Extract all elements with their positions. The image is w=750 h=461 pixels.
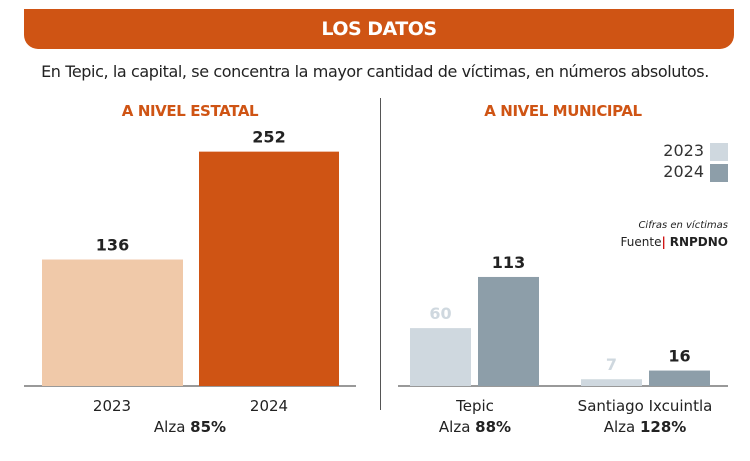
category-label: 2024 [250,397,288,415]
legend-swatch [710,142,728,161]
bar [410,328,471,386]
legend-item-2024: 2024 [663,161,728,182]
bar [199,151,339,386]
alza-value: 128% [640,418,686,436]
estatal-title: A NIVEL ESTATAL [121,102,259,120]
alza-label: Alza 88% [439,418,511,436]
category-label: Santiago Ixcuintla [578,397,713,415]
category-label: Tepic [455,397,494,415]
alza-label: Alza 128% [604,418,687,436]
bar [649,370,710,386]
data-label: 16 [668,347,690,366]
legend-item-2023: 2023 [663,140,728,161]
legend: 2023 2024 [663,140,728,182]
bar [42,259,183,386]
category-label: 2023 [93,397,131,415]
data-label: 136 [96,236,129,255]
divider [380,98,381,410]
alza-value: 88% [475,418,511,436]
source-label: Fuente [620,235,662,249]
data-label: 113 [492,253,525,272]
data-label: 60 [429,304,451,323]
data-label: 252 [252,128,285,147]
alza-label: Alza 85% [154,418,226,436]
data-label: 7 [606,355,617,374]
legend-swatch [710,163,728,182]
units-note: Cifras en víctimas [638,220,728,231]
legend-label: 2023 [663,141,704,160]
alza-value: 85% [190,418,226,436]
municipal-title: A NIVEL MUNICIPAL [484,102,642,120]
bar [478,276,539,386]
bar [581,379,642,386]
note: Cifras en víctimas Fuente| RNPDNO [620,220,728,249]
header-title: LOS DATOS [24,9,734,49]
subtitle: En Tepic, la capital, se concentra la ma… [41,62,709,81]
legend-label: 2024 [663,162,704,181]
source-value: RNPDNO [669,235,728,249]
